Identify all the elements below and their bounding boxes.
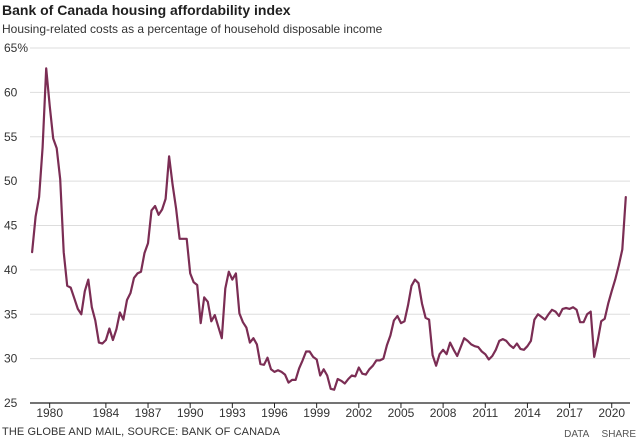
x-tick-label: 2017 [556,406,583,420]
y-tick-label: 40 [4,263,18,277]
x-tick-label: 2008 [430,406,457,420]
chart-subtitle: Housing-related costs as a percentage of… [2,22,383,36]
x-tick-label: 2002 [345,406,372,420]
x-tick-label: 1993 [219,406,246,420]
share-link[interactable]: SHARE [601,429,636,440]
footer-links: DATA SHARE [554,429,636,440]
chart-area: 25 30 35 40 45 50 55 60 65% 1980 1984 1987 1990 1993… [4,41,630,420]
x-tick-label: 1996 [261,406,288,420]
x-tick-label: 1984 [93,406,120,420]
chart-title: Bank of Canada housing affordability ind… [2,2,291,18]
y-tick-label: 60 [4,85,18,99]
y-axis-tick-labels: 25 30 35 40 45 50 55 60 65% [4,41,28,410]
data-link[interactable]: DATA [564,429,589,440]
x-tick-label: 1987 [135,406,162,420]
y-tick-label: 55 [4,130,18,144]
x-tick-label: 1999 [303,406,330,420]
x-tick-label: 1980 [36,406,63,420]
x-tick-label: 1990 [177,406,204,420]
y-tick-label: 25 [4,396,18,410]
x-tick-label: 2020 [598,406,625,420]
x-tick-label: 2014 [514,406,541,420]
gridlines [30,47,630,360]
y-tick-label: 45 [4,219,18,233]
y-tick-label: 50 [4,174,18,188]
series-line [31,67,627,391]
source-credit: THE GLOBE AND MAIL, SOURCE: BANK OF CANA… [2,426,281,438]
x-tick-label: 2011 [472,406,498,420]
y-tick-label: 65% [4,41,28,55]
x-axis-ticks: 1980 1984 1987 1990 1993 1996 1999 2002 2005 2008… [36,403,625,420]
y-tick-label: 35 [4,307,18,321]
x-tick-label: 2005 [388,406,415,420]
y-tick-label: 30 [4,352,18,366]
